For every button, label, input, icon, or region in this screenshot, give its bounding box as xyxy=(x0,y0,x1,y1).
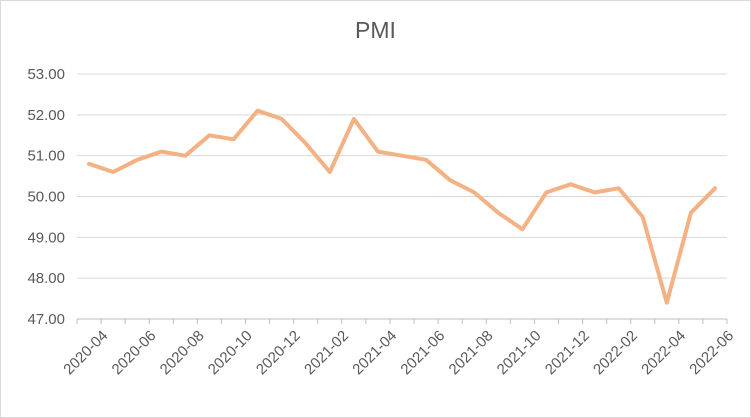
x-tick-label: 2020-12 xyxy=(253,327,304,378)
y-tick-label: 53.00 xyxy=(27,66,65,83)
x-tick-label: 2020-10 xyxy=(205,327,256,378)
chart-title: PMI xyxy=(355,17,396,43)
y-tick-label: 51.00 xyxy=(27,148,65,165)
data-point xyxy=(569,182,573,186)
data-point xyxy=(665,301,669,305)
data-point xyxy=(183,154,187,158)
data-point xyxy=(328,170,332,174)
data-point xyxy=(713,186,717,190)
x-tick-label: 2020-06 xyxy=(109,327,160,378)
data-point xyxy=(617,186,621,190)
x-tick-label: 2022-06 xyxy=(686,327,737,378)
x-tick-label: 2022-02 xyxy=(590,327,641,378)
data-point xyxy=(135,158,139,162)
y-tick-label: 48.00 xyxy=(27,270,65,287)
y-tick-label: 49.00 xyxy=(27,229,65,246)
x-tick-label: 2020-08 xyxy=(157,327,208,378)
data-point xyxy=(352,117,356,121)
x-tick-label: 2021-08 xyxy=(446,327,497,378)
data-point xyxy=(87,162,91,166)
data-point xyxy=(256,109,260,113)
data-point xyxy=(159,150,163,154)
data-point xyxy=(689,211,693,215)
pmi-series-line xyxy=(87,108,717,305)
x-tick-label: 2020-04 xyxy=(60,327,111,378)
data-point xyxy=(472,190,476,194)
data-point xyxy=(400,154,404,158)
y-tick-label: 52.00 xyxy=(27,107,65,124)
x-tick-label: 2021-02 xyxy=(301,327,352,378)
x-tick-label: 2021-12 xyxy=(542,327,593,378)
data-point xyxy=(304,141,308,145)
data-point xyxy=(641,215,645,219)
data-point xyxy=(376,150,380,154)
data-point xyxy=(496,211,500,215)
x-tick-label: 2021-10 xyxy=(494,327,545,378)
data-point xyxy=(593,190,597,194)
data-point xyxy=(544,190,548,194)
x-tick-label: 2021-06 xyxy=(397,327,448,378)
x-tick-label: 2021-04 xyxy=(349,327,400,378)
y-tick-label: 50.00 xyxy=(27,189,65,206)
data-point xyxy=(207,133,211,137)
x-tick-label: 2022-04 xyxy=(638,327,689,378)
data-point xyxy=(111,170,115,174)
data-point xyxy=(448,178,452,182)
data-point xyxy=(520,227,524,231)
data-point xyxy=(231,137,235,141)
y-tick-label: 47.00 xyxy=(27,311,65,328)
data-point xyxy=(280,117,284,121)
data-point xyxy=(424,158,428,162)
